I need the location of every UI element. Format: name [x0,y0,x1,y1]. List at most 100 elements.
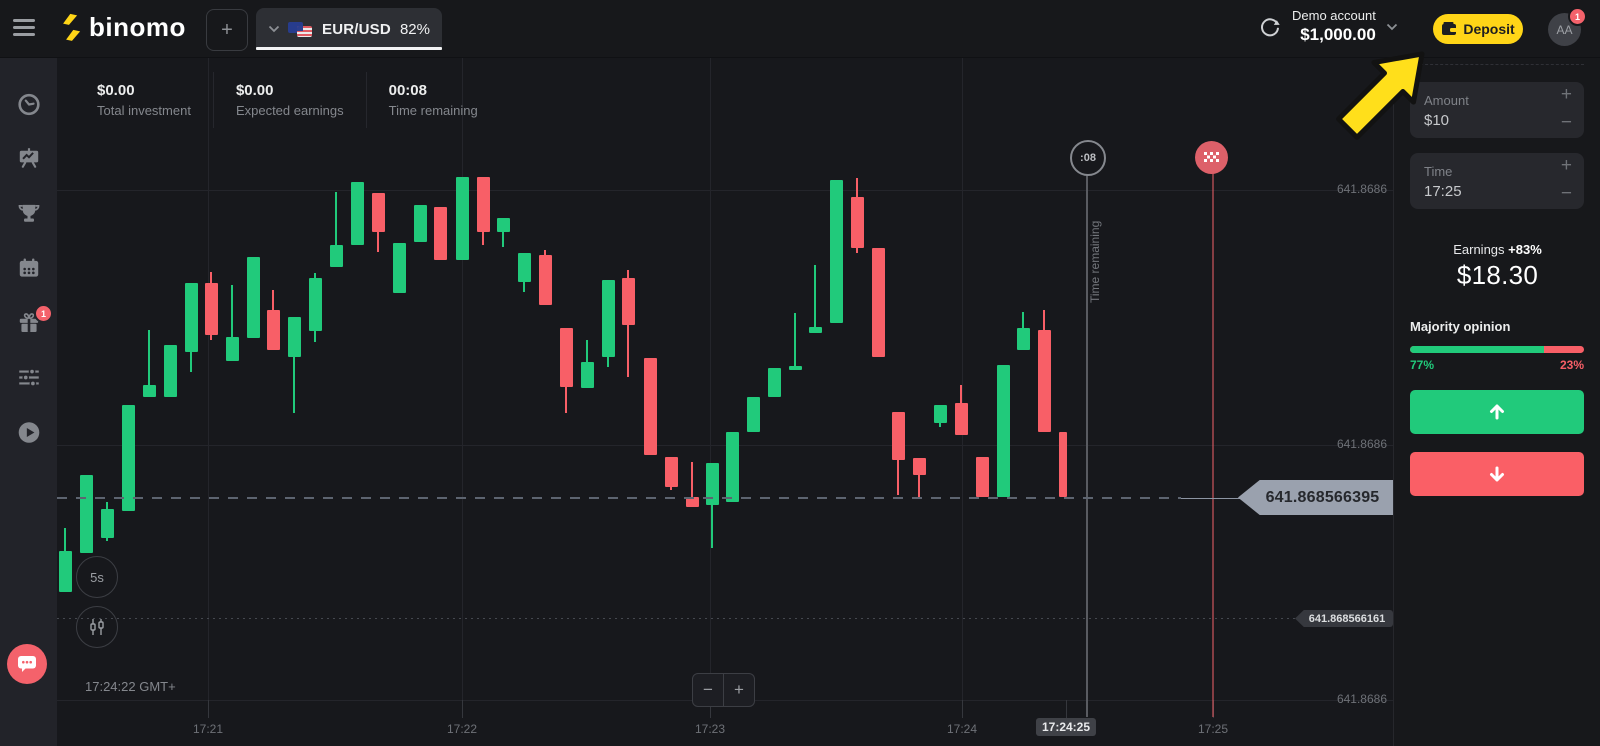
time-value[interactable]: 17:25 [1424,183,1462,200]
time-increase-button[interactable]: + [1560,155,1572,176]
put-down-button[interactable] [1410,452,1584,496]
candle [1059,432,1067,497]
candle-wick [293,317,295,413]
candle [725,432,739,502]
candle-wick [502,218,504,247]
expiry-flag-marker [1195,141,1228,174]
candlestick-chart[interactable]: :08 Time remaining 641.868566395 641.868… [57,57,1393,746]
y-axis-label: 641.8686 [1336,692,1387,706]
candle-wick [814,265,816,333]
asset-tab[interactable]: EUR/USD 82% [256,8,442,50]
call-up-button[interactable] [1410,390,1584,434]
left-sidebar: 1 [0,57,57,746]
candle-wick [794,313,796,370]
gift-notification-badge: 1 [34,304,53,323]
y-axis-label: 641.8686 [1336,182,1387,196]
amount-value[interactable]: $10 [1424,112,1450,129]
candle [100,509,114,538]
time-card[interactable]: Time 17:25 + − [1410,153,1584,209]
candle [538,255,552,305]
earnings-value: $18.30 [1456,260,1539,290]
logo-text: binomo [89,12,186,42]
candle [850,197,864,248]
candle [433,207,447,260]
candle [829,180,843,323]
x-tickmark [1066,700,1067,718]
zoom-in-button[interactable]: + [724,673,755,707]
calendar-icon[interactable] [16,256,42,287]
asset-payout-label: 82% [399,20,430,38]
candle [808,327,822,333]
candle [392,243,406,293]
candle [184,283,198,352]
majority-up-percent: 77% [1410,358,1435,372]
chart-type-button[interactable] [76,606,118,648]
y-axis-label: 641.8686 [1336,437,1387,451]
vertical-gridline [462,57,463,718]
deposit-button[interactable]: Deposit [1433,14,1523,44]
gift-icon[interactable] [16,311,42,342]
horizontal-gridline [57,445,1393,446]
stat-label: Time remaining [388,103,478,118]
tutorials-play-icon[interactable] [16,420,42,451]
current-price-dashed-line [57,497,1181,499]
earnings-line: Earnings +83% [1394,242,1600,257]
candlestick-type-icon [90,619,104,635]
vertical-gridline [710,57,711,718]
tournaments-trophy-icon[interactable] [16,201,42,232]
account-balance: $1,000.00 [1300,25,1376,45]
candle [204,283,218,335]
stat-time-remaining: 00:08 Time remaining [365,72,500,128]
candle-wick [918,458,920,497]
candle [975,457,989,497]
chat-bubble-icon [18,656,36,672]
chevron-down-icon[interactable] [1386,23,1398,31]
candle-wick [711,463,713,548]
stat-total-investment: $0.00 Total investment [97,72,213,128]
candle [996,365,1010,497]
x-tickmark [710,700,711,718]
earnings-label: Earnings [1453,242,1505,257]
refresh-icon[interactable] [1258,15,1282,39]
account-switcher[interactable]: Demo account $1,000.00 [1258,8,1398,46]
candle-wick [231,285,233,361]
binomo-logo: binomo [60,12,186,43]
candle [58,551,72,592]
strategies-board-icon[interactable] [16,146,42,177]
stat-value: 00:08 [388,82,427,99]
trade-stats-bar: $0.00 Total investment $0.00 Expected ea… [97,72,500,128]
candle [559,328,573,387]
interval-button[interactable]: 5s [76,556,118,598]
asset-pair-label: EUR/USD [322,20,391,38]
candle [308,278,322,331]
amount-decrease-button[interactable]: − [1560,112,1572,133]
candle [476,177,490,232]
amount-increase-button[interactable]: + [1560,84,1572,105]
majority-down-percent: 23% [1559,358,1584,372]
x-axis-label: 17:25 [1197,722,1229,736]
stat-value: $0.00 [235,82,274,99]
candle [455,177,469,260]
candle [767,368,781,397]
hamburger-menu-icon[interactable] [13,19,35,37]
add-asset-tab-button[interactable]: + [206,9,248,51]
time-remaining-label: Time remaining [1088,220,1102,304]
current-price-line-connector [1181,497,1241,499]
majority-opinion-title: Majority opinion [1410,319,1511,334]
candle-wick [691,462,693,507]
candle [685,497,699,507]
settings-sliders-icon[interactable] [16,365,42,396]
time-label: Time [1424,164,1453,179]
zoom-out-button[interactable]: − [692,673,724,707]
trading-history-clock-icon[interactable] [16,92,42,123]
time-decrease-button[interactable]: − [1560,183,1572,204]
chart-clock: 17:24:22 GMT+ [85,679,176,694]
candle [329,245,343,267]
amount-card[interactable]: Amount $10 + − [1410,82,1584,138]
candle [266,310,280,350]
amount-label: Amount [1424,93,1469,108]
candle [350,182,364,245]
candle [891,412,905,460]
support-chat-button[interactable] [7,644,47,684]
stat-expected-earnings: $0.00 Expected earnings [212,72,366,128]
